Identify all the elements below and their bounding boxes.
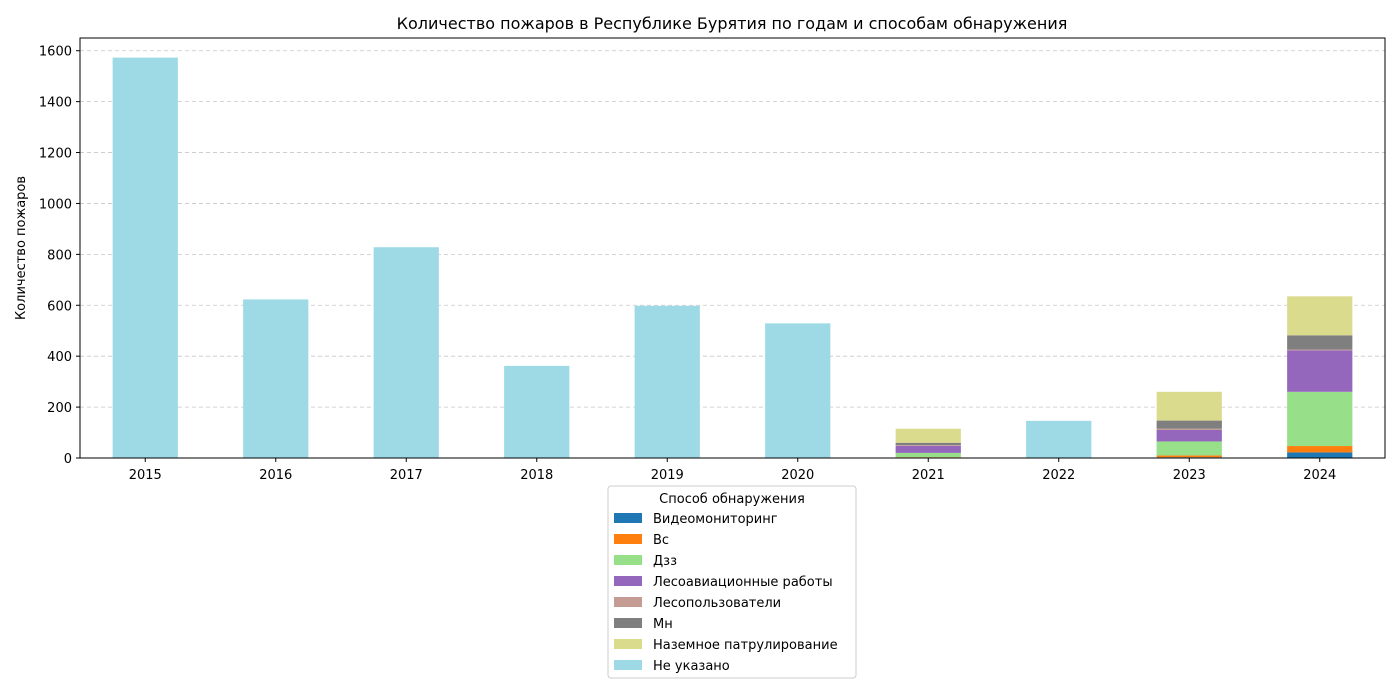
legend-entry: Лесоавиационные работы (653, 575, 833, 590)
y-tick-label: 1000 (39, 197, 72, 212)
x-tick-label: 2021 (912, 468, 945, 483)
legend-swatch (614, 534, 642, 544)
bar-segment (895, 445, 961, 453)
bar-segment (504, 365, 570, 458)
legend-swatch (614, 576, 642, 586)
bar-segment (895, 428, 961, 443)
bar-segment (1026, 420, 1092, 458)
bars (112, 57, 1353, 458)
legend-entry: Лесопользователи (653, 596, 781, 611)
x-tick-label: 2019 (651, 468, 684, 483)
bar-segment (373, 247, 439, 458)
bar-segment (1287, 350, 1353, 392)
y-tick-label: 200 (47, 401, 72, 416)
y-tick-label: 400 (47, 350, 72, 365)
legend-entry: Не указано (653, 659, 730, 674)
bar-segment (1156, 428, 1222, 430)
y-axis-label: Количество пожаров (14, 176, 29, 320)
x-tick-label: 2020 (781, 468, 814, 483)
x-tick-label: 2018 (520, 468, 553, 483)
bar-segment (1287, 335, 1353, 350)
bar-segment (1287, 391, 1353, 447)
bar-segment (1156, 430, 1222, 442)
legend-swatch (614, 513, 642, 523)
legend-entry: Видеомониторинг (653, 512, 778, 527)
bar-segment (243, 299, 309, 458)
plot-frame (79, 37, 1386, 459)
y-tick-label: 800 (47, 248, 72, 263)
bar-segment (895, 445, 961, 446)
x-tick-label: 2023 (1173, 468, 1206, 483)
x-tick-label: 2015 (129, 468, 162, 483)
y-tick-label: 1600 (39, 45, 72, 60)
legend-entry: Дзз (653, 554, 677, 569)
legend-swatch (614, 639, 642, 649)
bar-segment (112, 57, 178, 458)
axes (79, 37, 1386, 459)
x-tick-label: 2017 (390, 468, 423, 483)
y-tick-label: 0 (64, 452, 72, 467)
bar-segment (1287, 349, 1353, 351)
y-tick-label: 600 (47, 299, 72, 314)
bar-segment (1156, 391, 1222, 421)
x-tick-label: 2016 (259, 468, 292, 483)
chart-title: Количество пожаров в Республике Бурятия … (397, 14, 1068, 33)
bar-segment (895, 442, 961, 446)
x-ticks: 2015 2016 2017 2018 2019 2020 2021 2022 2023 2024 (129, 458, 1336, 483)
legend-swatch (614, 660, 642, 670)
bar-segment (1156, 441, 1222, 456)
bar-segment (895, 452, 961, 458)
legend-entry: Мн (653, 617, 673, 632)
legend-entry: Вс (653, 533, 669, 548)
bar-segment (765, 323, 831, 458)
legend: Способ обнаружения Видеомониторинг Вс Дзз Ле… (607, 485, 857, 679)
bar-segment (1287, 452, 1353, 458)
legend-swatch (614, 597, 642, 607)
legend-swatch (614, 555, 642, 565)
bar-segment (1287, 296, 1353, 336)
y-tick-label: 1400 (39, 96, 72, 111)
legend-box (607, 485, 857, 679)
bar-segment (634, 305, 700, 458)
bar-segment (1156, 420, 1222, 429)
y-ticks: 0 200 400 600 800 1000 1200 1400 1600 (39, 45, 80, 467)
legend-title: Способ обнаружения (659, 492, 805, 507)
x-tick-label: 2022 (1042, 468, 1075, 483)
y-tick-label: 1200 (39, 147, 72, 162)
legend-swatch (614, 618, 642, 628)
legend-entry: Наземное патрулирование (653, 638, 838, 653)
x-tick-label: 2024 (1303, 468, 1336, 483)
bar-segment (1156, 455, 1222, 458)
bar-segment (1287, 446, 1353, 453)
